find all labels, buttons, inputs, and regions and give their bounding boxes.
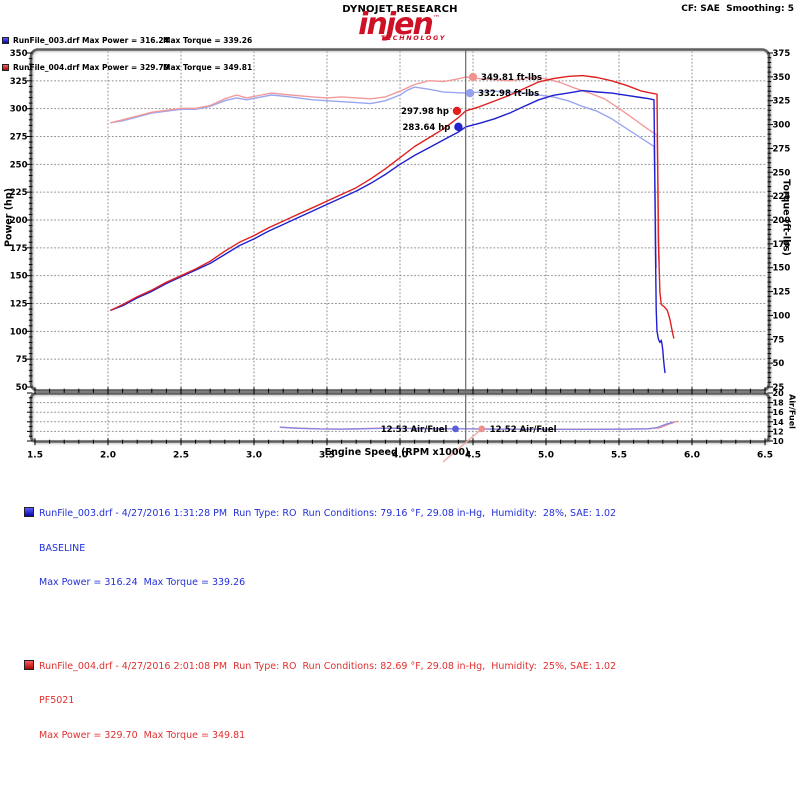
cursor-dot <box>468 72 478 82</box>
torque-tick-label: 300 <box>773 121 791 131</box>
rpm-tick-label: 2.0 <box>100 451 116 461</box>
run2-info-block: RunFile_004.drf - 4/27/2016 2:01:08 PM R… <box>24 637 616 765</box>
torque-tick-label: 250 <box>773 168 791 178</box>
power-tick-label: 175 <box>10 244 28 254</box>
rpm-tick-label: 6.5 <box>757 451 773 461</box>
torque-tick-label: 375 <box>773 49 791 59</box>
rpm-tick-label: 4.5 <box>465 451 481 461</box>
run1-footer-swatch-icon <box>24 507 34 517</box>
dyno-chart-svg: 350 325 300 275 250 225 200 175 150 125 100 75 50 375… <box>10 48 791 463</box>
run2-info-line1: RunFile_004.drf - 4/27/2016 2:01:08 PM R… <box>24 659 616 673</box>
run1-info-max: Max Power = 316.24 Max Torque = 339.26 <box>39 577 246 588</box>
torque-tick-label: 325 <box>773 97 791 107</box>
run2-swatch-icon <box>2 64 9 72</box>
run1-torque-curve <box>110 86 657 269</box>
cursor-readout-label: 332.98 ft-lbs <box>478 89 539 99</box>
power-tick-label: 325 <box>10 77 28 87</box>
rpm-tick-label: 2.5 <box>173 451 189 461</box>
torque-tick-label: 50 <box>773 359 785 369</box>
airfuel-tick-label: 18 <box>773 399 785 408</box>
torque-tick-label: 125 <box>773 288 791 298</box>
power-tick-label: 300 <box>10 105 28 115</box>
torque-tick-label: 350 <box>773 73 791 83</box>
torque-tick-label: 150 <box>773 264 791 274</box>
run1-info-name: BASELINE <box>39 542 86 554</box>
legend-row-run1: RunFile_003.drf Max Power = 316.24 Max T… <box>2 36 252 45</box>
cursor-readout-label: 12.52 Air/Fuel <box>490 425 557 435</box>
torque-tick-label: 100 <box>773 311 791 321</box>
torque-tick-label: 75 <box>773 335 785 345</box>
airfuel-tick-label: 14 <box>773 418 785 427</box>
airfuel-axis-title: Air/Fuel <box>787 394 797 429</box>
torque-tick-label: 200 <box>773 216 791 226</box>
cf-smoothing-label: CF: SAE Smoothing: 5 <box>681 4 794 14</box>
cursor-readout-label: 283.64 hp <box>402 123 450 133</box>
torque-axis-title: Torque (ft-lbs) <box>780 179 792 256</box>
airfuel-annotation-leader-line <box>442 428 483 463</box>
power-tick-label: 225 <box>10 188 28 198</box>
cursor-dot <box>478 425 486 433</box>
cursor-dot <box>465 88 475 98</box>
cursor-readout-label: 349.81 ft-lbs <box>481 73 542 83</box>
run2-info-name: PF5021 <box>39 695 75 706</box>
rpm-tick-label: 3.5 <box>319 451 335 461</box>
rpm-tick-label: 3.0 <box>246 451 262 461</box>
torque-tick-label: 225 <box>773 192 791 202</box>
legend-run1-power: RunFile_003.drf Max Power = 316.24 <box>13 35 169 45</box>
cursor-dot <box>452 106 462 116</box>
power-tick-label: 200 <box>10 216 28 226</box>
torque-tick-label: 275 <box>773 144 791 154</box>
axis-ticks <box>27 52 773 446</box>
power-tick-label: 100 <box>10 327 28 337</box>
legend-run2-power: RunFile_004.drf Max Power = 329.70 <box>13 63 169 73</box>
rpm-tick-label: 1.5 <box>27 451 43 461</box>
dynojet-brand-title: DYNOJET RESEARCH <box>342 4 458 15</box>
trademark-symbol: ™ <box>432 14 440 22</box>
power-tick-label: 150 <box>10 272 28 282</box>
rpm-tick-label: 5.5 <box>611 451 627 461</box>
run1-swatch-icon <box>2 36 9 44</box>
torque-tick-label: 25 <box>773 383 785 393</box>
run2-info-max: Max Power = 329.70 Max Torque = 349.81 <box>39 729 246 741</box>
cursor-dot <box>452 425 459 433</box>
power-tick-label: 350 <box>10 49 28 59</box>
run2-footer-swatch-icon <box>24 659 34 670</box>
dyno-chart-screen: 350 325 300 275 250 225 200 175 150 125 100 75 50 375… <box>2 4 797 741</box>
legend-row-run2: RunFile_004.drf Max Power = 329.70 Max T… <box>2 63 253 73</box>
legend-run1-torque: Max Torque = 339.26 <box>163 35 253 45</box>
run2-torque-curve <box>110 76 660 264</box>
torque-tick-label: 175 <box>773 240 791 250</box>
cursor-dot <box>454 122 463 132</box>
airfuel-tick-label: 20 <box>773 389 785 398</box>
rpm-tick-label: 6.0 <box>684 451 700 461</box>
legend-run2-torque: Max Torque = 349.81 <box>163 63 253 73</box>
power-axis-title: Power (hp) <box>3 188 15 247</box>
run-info-footer: RunFile_003.drf - 4/27/2016 1:31:28 PM R… <box>24 461 616 789</box>
grid-lines <box>32 51 768 441</box>
power-tick-label: 75 <box>16 355 28 365</box>
run1-info-line1: RunFile_003.drf - 4/27/2016 1:31:28 PM R… <box>24 507 616 520</box>
cursor-readout-label: 12.53 Air/Fuel <box>381 425 448 435</box>
power-tick-label: 250 <box>10 160 28 170</box>
cursor-readout-label: 297.98 hp <box>401 107 449 117</box>
power-tick-label: 50 <box>16 383 28 393</box>
run1-info-block: RunFile_003.drf - 4/27/2016 1:31:28 PM R… <box>24 484 616 612</box>
airfuel-tick-label: 16 <box>773 408 785 417</box>
injen-logo: injen™ TECHNOLOGY <box>344 10 454 42</box>
airfuel-tick-label: 12 <box>773 427 784 436</box>
injen-logo-subtext: TECHNOLOGY <box>380 34 446 42</box>
power-tick-label: 275 <box>10 133 28 143</box>
airfuel-tick-label: 10 <box>773 437 785 446</box>
top-legend: RunFile_003.drf Max Power = 316.24 Max T… <box>2 18 252 91</box>
rpm-tick-label: 4.0 <box>392 451 408 461</box>
engine-speed-axis-title: Engine Speed (RPM x1000) <box>324 447 470 458</box>
power-tick-label: 125 <box>10 300 28 310</box>
run1-power-curve <box>110 89 666 374</box>
injen-logo-text: injen <box>358 7 434 42</box>
rpm-tick-label: 5.0 <box>538 451 554 461</box>
